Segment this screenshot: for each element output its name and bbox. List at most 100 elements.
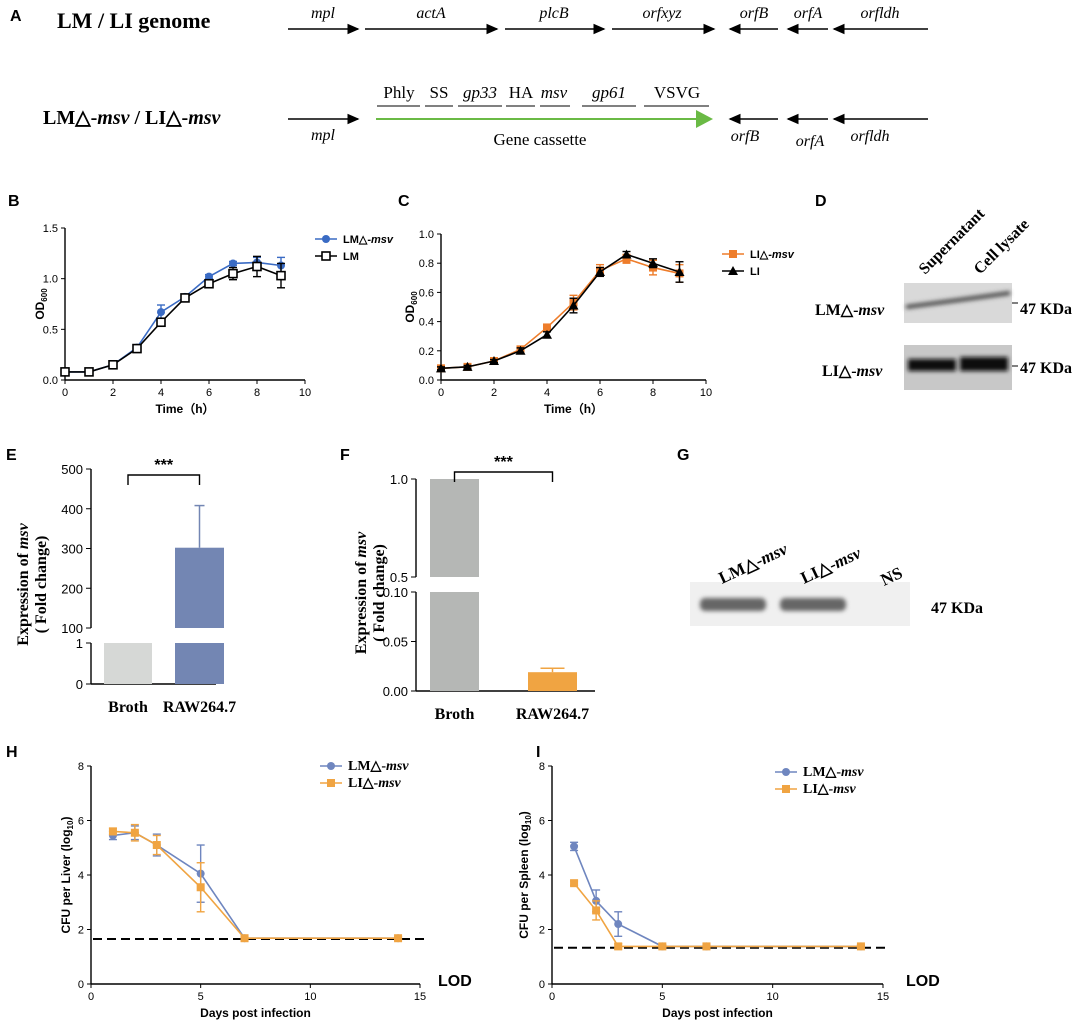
data-point: [595, 266, 605, 276]
x-tick-label: 8: [254, 387, 260, 399]
y-tick-label: 1.0: [390, 472, 408, 487]
x-tick-label: 5: [659, 991, 665, 1003]
x-tick-label: 2: [491, 387, 497, 399]
data-point: [276, 270, 286, 281]
legend-label: LI: [750, 266, 760, 278]
data-point: [130, 828, 139, 837]
y-tick-label: 4: [539, 870, 545, 882]
gene-label-plcb: plcB: [538, 5, 569, 22]
gene-label-orfa-2: orfA: [796, 133, 825, 150]
data-point: [157, 308, 165, 317]
bar-1-upper: [175, 547, 224, 628]
deletion-strain-label: LM△-msv / LI△-msv: [43, 107, 222, 129]
legend-label: LI△-msv: [348, 776, 402, 791]
y-axis-label-2: ( Fold change): [33, 536, 50, 634]
data-point: [702, 942, 711, 951]
category-label: Broth: [435, 706, 475, 723]
significance-bracket: [453, 471, 554, 482]
y-tick-label: 1.5: [43, 223, 58, 235]
blot-row-label-li: LI△-msv: [822, 363, 883, 380]
x-axis-label: Days post infection: [200, 1006, 311, 1020]
significance-label: ***: [154, 457, 173, 474]
data-point: [180, 293, 190, 303]
x-tick-label: 6: [597, 387, 603, 399]
panel-letter-f: F: [340, 447, 350, 464]
data-point: [156, 317, 166, 328]
cassette-part-ha: HA: [509, 83, 534, 102]
data-point: [614, 942, 623, 951]
bar-0-lower: [430, 592, 479, 691]
x-axis-label: Days post infection: [662, 1006, 773, 1020]
legend-marker: [321, 251, 331, 261]
chart-f: 0.5 1.0 0.00 0.05 0.10 Broth RAW264.7 *** Expres…: [353, 454, 595, 723]
gene-label-orfb-2: orfB: [731, 128, 760, 145]
y-axis-label-2: ( Fold change): [371, 544, 388, 642]
blot-g-lane-li: LI△-msv: [798, 543, 865, 587]
y-tick-label: 6: [78, 816, 84, 828]
x-tick-label: 10: [767, 991, 779, 1003]
legend-marker: [782, 785, 790, 793]
data-point: [394, 934, 403, 943]
y-tick-label: 1.0: [419, 229, 434, 241]
y-axis-label: OD600: [403, 291, 419, 323]
y-axis-label: Expression of msv: [15, 522, 32, 645]
y-tick-label: 300: [61, 542, 83, 557]
blot-band-li-lysate: [960, 357, 1008, 371]
x-tick-label: 4: [544, 387, 550, 399]
x-tick-label: 2: [110, 387, 116, 399]
gene-label-orfxyz: orfxyz: [642, 5, 682, 22]
cassette-part-phly: Phly: [383, 83, 415, 102]
y-tick-label: 200: [61, 581, 83, 596]
x-tick-label: 0: [549, 991, 555, 1003]
legend-label: LM△-msv: [348, 759, 409, 774]
data-point: [252, 261, 262, 272]
chart-h: 0 5 10 15 0 2 4 6 8 Days post infection CFU per Li…: [59, 759, 472, 1020]
y-tick-label: 1: [76, 636, 83, 651]
data-point: [648, 258, 658, 268]
legend-marker: [327, 779, 335, 787]
series-line-0: [440, 257, 680, 370]
y-tick-label: 0.5: [390, 570, 408, 585]
y-tick-label: 2: [78, 925, 84, 937]
legend-marker: [782, 768, 790, 776]
data-point: [622, 254, 631, 263]
legend-label: LM: [343, 251, 359, 263]
series-line-1: [65, 265, 282, 373]
legend-label: LM△-msv: [803, 765, 864, 780]
y-axis-label: OD600: [33, 288, 49, 320]
data-point: [132, 343, 142, 354]
cassette-part-vsvg: VSVG: [654, 83, 700, 102]
chart-c: 0 2 4 6 8 10 0.0 0.2 0.4 0.6 0.8 1.0 Time（h） OD600 LI△…: [403, 229, 795, 416]
y-tick-label: 0: [76, 677, 83, 692]
significance-bracket: [127, 474, 201, 485]
data-point: [543, 323, 551, 332]
data-point: [542, 329, 552, 339]
data-point: [570, 879, 579, 888]
series-line-1: [440, 253, 680, 370]
y-tick-label: 8: [78, 761, 84, 773]
data-point: [462, 361, 473, 371]
x-tick-label: 15: [877, 991, 889, 1003]
y-axis-label: CFU per Spleen (log10): [517, 811, 533, 939]
chart-e: 100 200 300 400 500 0 1 Broth RAW264.7 *** Express…: [15, 457, 236, 716]
chart-i: 0 5 10 15 0 2 4 6 8 Days post infection CFU per Sp…: [517, 761, 940, 1020]
y-tick-label: 0.8: [419, 258, 434, 270]
panel-letter-h: H: [6, 744, 18, 761]
data-point: [108, 827, 117, 836]
x-tick-label: 10: [700, 387, 712, 399]
genome-label: LM / LI genome: [57, 8, 211, 33]
data-point: [568, 300, 579, 310]
x-tick-label: 10: [299, 387, 311, 399]
series-line-1: [573, 882, 861, 948]
data-point: [515, 345, 526, 355]
data-point: [240, 934, 249, 943]
x-tick-label: 10: [304, 991, 316, 1003]
data-point: [614, 920, 623, 929]
y-tick-label: 0.0: [43, 375, 58, 387]
panel-letter-g: G: [677, 447, 689, 464]
panel-letter-i: I: [536, 744, 540, 761]
legend-label: LI△-msv: [803, 782, 857, 797]
y-tick-label: 0.6: [419, 287, 434, 299]
data-point: [436, 363, 446, 373]
